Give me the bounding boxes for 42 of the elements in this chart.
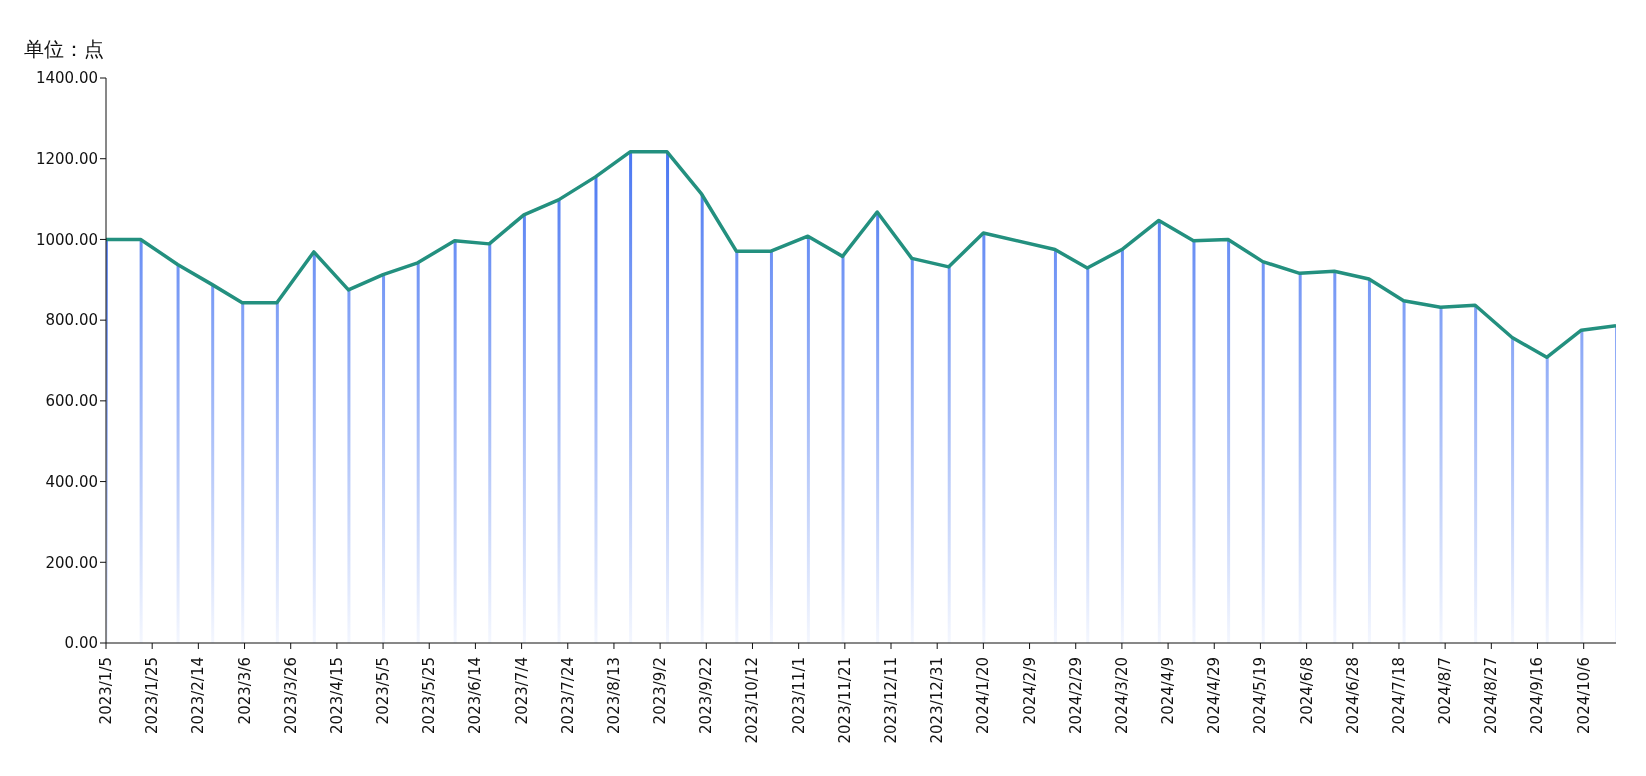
y-tick-label: 0.00	[64, 634, 98, 653]
x-tick-label: 2024/9/16	[1528, 657, 1547, 734]
x-tick-label: 2024/2/29	[1066, 657, 1085, 734]
x-tick-label: 2024/10/6	[1574, 657, 1593, 734]
y-tick-label: 1000.00	[35, 230, 98, 249]
x-tick-label: 2023/12/31	[928, 657, 947, 744]
x-tick-label: 2023/5/5	[374, 657, 393, 725]
y-tick-label: 1400.00	[35, 69, 98, 88]
x-tick-label: 2023/4/15	[327, 657, 346, 734]
x-tick-label: 2024/5/19	[1251, 657, 1270, 734]
x-tick-label: 2023/10/12	[743, 657, 762, 744]
y-tick-label: 400.00	[45, 472, 98, 491]
x-tick-label: 2023/9/22	[697, 657, 716, 734]
y-tick-label: 200.00	[45, 553, 98, 572]
x-tick-label: 2023/7/4	[512, 657, 531, 725]
x-tick-label: 2023/2/14	[189, 657, 208, 734]
y-tick-label: 1200.00	[35, 150, 98, 169]
x-tick-label: 2023/11/1	[789, 657, 808, 734]
x-tick-label: 2023/1/5	[97, 657, 115, 725]
x-tick-label: 2023/11/21	[835, 657, 854, 744]
y-axis-title: 单位：点	[24, 36, 104, 63]
x-tick-label: 2023/12/11	[882, 657, 901, 744]
x-tick-label: 2023/5/25	[420, 657, 439, 734]
x-tick-label: 2024/3/20	[1112, 657, 1131, 734]
x-tick-label: 2023/1/25	[143, 657, 162, 734]
x-tick-label: 2023/6/14	[466, 657, 485, 734]
x-tick-label: 2023/3/26	[281, 657, 300, 734]
x-tick-label: 2023/3/6	[235, 657, 254, 725]
x-tick-label: 2024/1/20	[974, 657, 993, 734]
x-tick-label: 2024/6/8	[1297, 657, 1316, 725]
x-tick-label: 2023/9/2	[651, 657, 670, 725]
x-tick-label: 2024/8/7	[1436, 657, 1455, 725]
x-tick-label: 2024/4/29	[1205, 657, 1224, 734]
y-tick-label: 600.00	[45, 392, 98, 411]
x-tick-label: 2024/6/28	[1343, 657, 1362, 734]
x-tick-label: 2024/7/18	[1389, 657, 1408, 734]
x-tick-label: 2023/7/24	[558, 657, 577, 734]
x-tick-label: 2024/2/9	[1020, 657, 1039, 725]
y-tick-label: 800.00	[45, 311, 98, 330]
x-tick-label: 2024/4/9	[1159, 657, 1178, 725]
x-tick-label: 2023/8/13	[604, 657, 623, 734]
x-tick-label: 2024/8/27	[1482, 657, 1501, 734]
